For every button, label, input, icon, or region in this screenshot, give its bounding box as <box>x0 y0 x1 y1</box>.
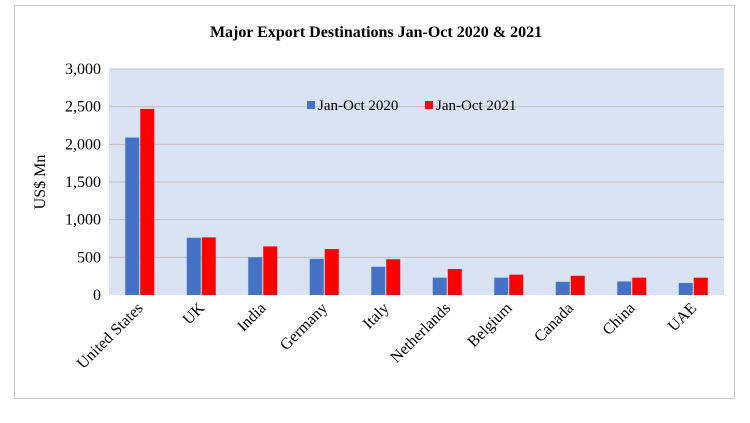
bar-2021 <box>324 249 339 295</box>
bar-2020 <box>125 137 140 295</box>
x-category-label: Germany <box>277 300 331 354</box>
y-tick-label: 500 <box>77 249 101 266</box>
legend-label: Jan-Oct 2021 <box>436 98 516 114</box>
chart-frame: Major Export Destinations Jan-Oct 2020 &… <box>14 5 735 399</box>
legend-label: Jan-Oct 2020 <box>318 98 398 114</box>
legend: Jan-Oct 2020 Jan-Oct 2021 <box>307 98 516 114</box>
y-tick-label: 2,000 <box>65 136 101 153</box>
bar-2020 <box>309 258 324 295</box>
bar-2020 <box>371 266 386 295</box>
bar-2021 <box>201 237 216 295</box>
bar-2021 <box>693 277 708 295</box>
bar-2021 <box>509 274 524 295</box>
bar-2020 <box>248 257 263 295</box>
bar-2020 <box>555 281 570 295</box>
bar-2021 <box>570 275 585 295</box>
chart-title: Major Export Destinations Jan-Oct 2020 &… <box>210 24 542 41</box>
y-axis-label: US$ Mn <box>32 155 49 210</box>
x-category-label: United States <box>74 300 147 373</box>
bar-2021 <box>447 269 462 295</box>
y-tick-label: 0 <box>93 287 101 304</box>
bar-2020 <box>678 282 693 295</box>
y-tick-label: 2,500 <box>65 99 101 116</box>
x-category-label: Canada <box>531 300 577 346</box>
x-category-label: Italy <box>360 300 393 333</box>
y-axis-ticks: 0 500 1,000 1,500 2,000 2,500 3,000 <box>65 61 101 304</box>
bar-2021 <box>386 259 401 295</box>
bar-2020 <box>494 277 509 295</box>
x-category-label: UK <box>180 299 209 328</box>
x-axis-categories: United States UK India Germany ItalyNetherla… <box>74 299 700 372</box>
y-tick-label: 1,000 <box>65 212 101 229</box>
x-category-label: Netherlands <box>387 300 454 367</box>
legend-swatch <box>425 101 433 109</box>
x-category-label: India <box>234 300 269 335</box>
bars <box>125 108 708 295</box>
bar-chart: Major Export Destinations Jan-Oct 2020 &… <box>32 24 724 372</box>
bar-2020 <box>617 281 632 295</box>
legend-swatch <box>307 101 315 109</box>
y-tick-label: 1,500 <box>65 174 101 191</box>
bar-2021 <box>140 108 155 295</box>
x-category-label: China <box>600 300 639 339</box>
bar-2021 <box>263 246 278 295</box>
y-tick-label: 3,000 <box>65 61 101 78</box>
x-category-label: Belgium <box>465 299 516 350</box>
x-category-label: UAE <box>665 300 700 335</box>
bar-2020 <box>186 237 201 295</box>
bar-2021 <box>632 277 647 295</box>
bar-2020 <box>432 277 447 295</box>
